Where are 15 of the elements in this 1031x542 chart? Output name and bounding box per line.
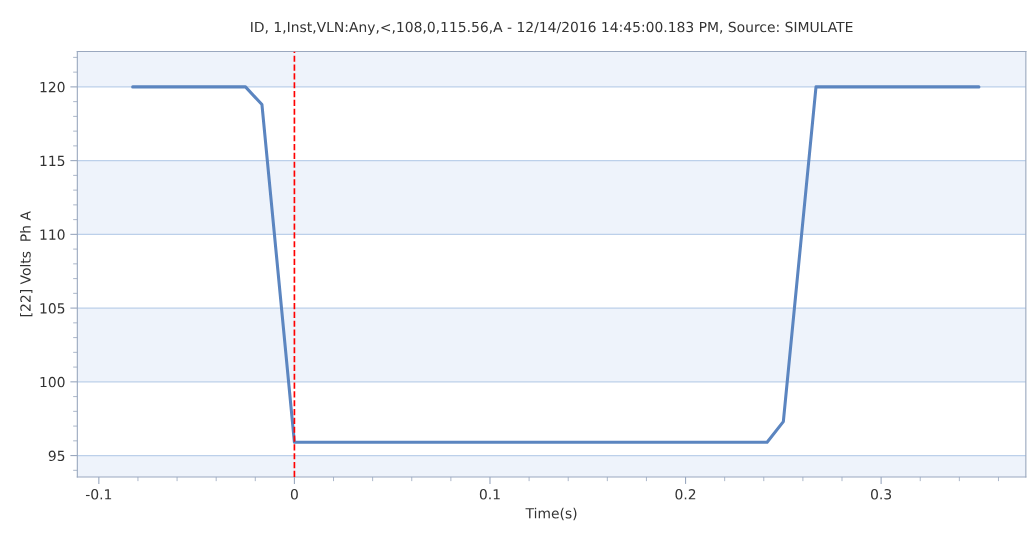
y-tick-label: 110 <box>40 229 65 240</box>
x-tick-label: 0 <box>290 489 298 500</box>
x-axis-title: Time(s) <box>525 507 577 521</box>
x-tick-label: 0.1 <box>479 489 500 500</box>
chart-title: ID, 1,Inst,VLN:Any,<,108,0,115.56,A - 12/14/2016 14:45:00.183 PM, Source: SIMULATE <box>251 21 853 35</box>
x-tick-label: 0.3 <box>870 489 892 500</box>
x-tick-label: 0.2 <box>675 489 696 500</box>
y-tick-label: 95 <box>48 450 65 462</box>
y-tick-label: 100 <box>40 376 65 388</box>
x-tick-label: -0.1 <box>85 489 112 500</box>
y-tick-label: 120 <box>40 81 65 93</box>
y-axis-title: [22] Volts Ph A <box>20 211 33 317</box>
line-series <box>131 85 981 444</box>
y-tick-label: 115 <box>40 155 65 167</box>
y-tick-label: 105 <box>40 303 65 314</box>
